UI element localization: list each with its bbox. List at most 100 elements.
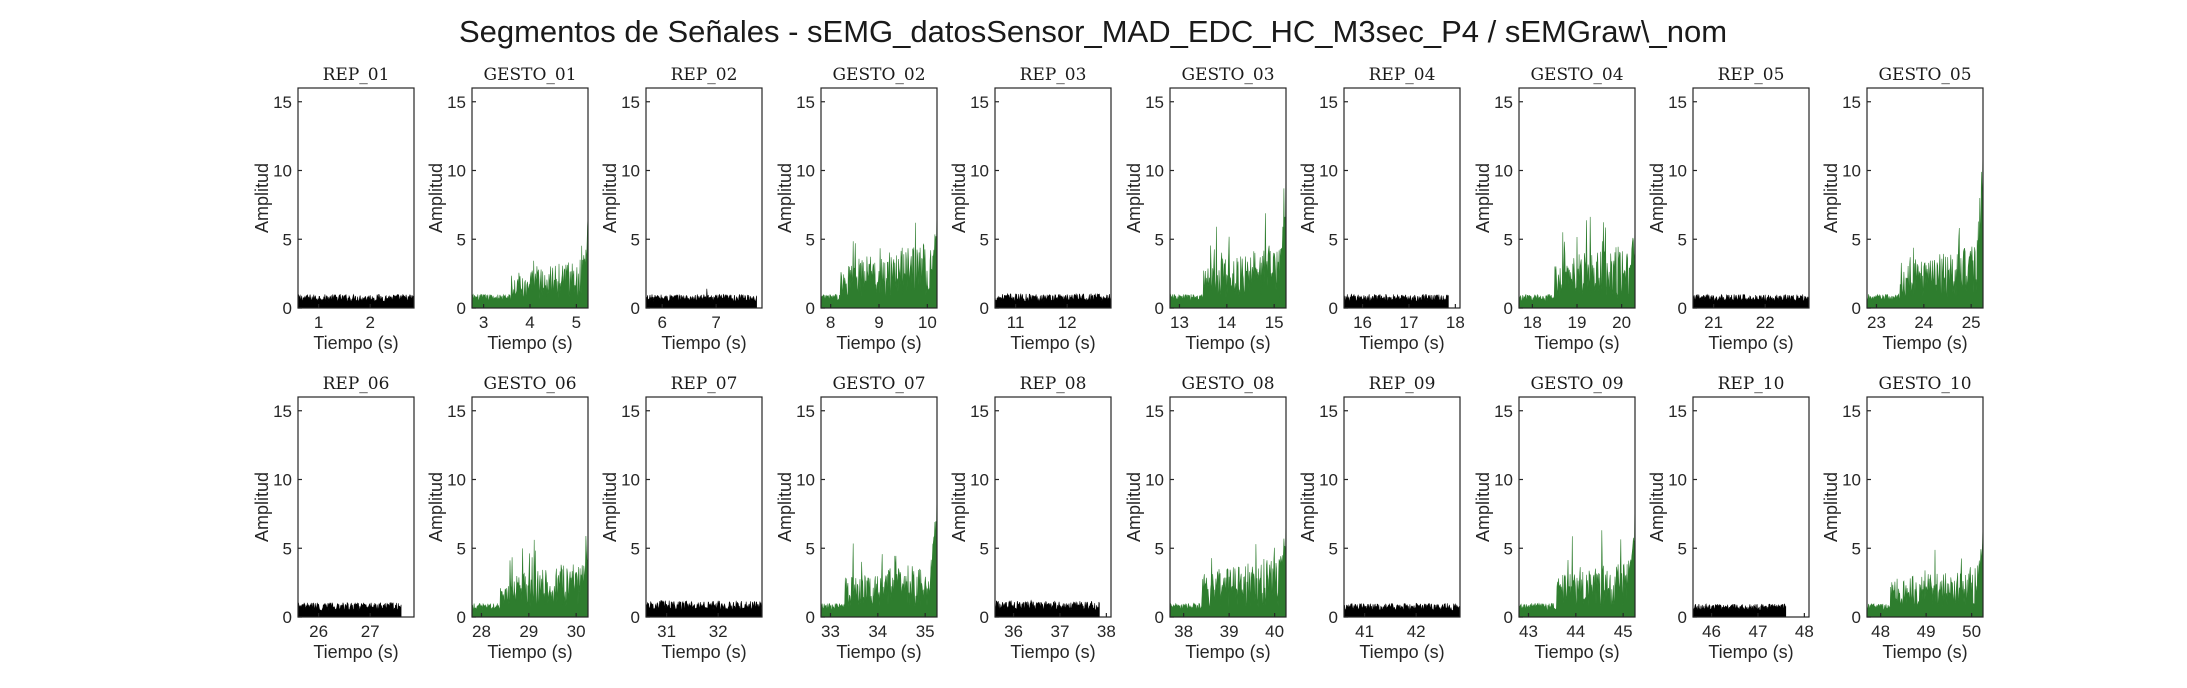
x-axis-label: Tiempo (s) (1882, 333, 1967, 353)
subplot-title: REP_01 (323, 65, 390, 85)
subplot-title: GESTO_08 (1181, 374, 1274, 394)
axes-frame (994, 396, 1112, 618)
y-axis-label: Amplitud (1473, 472, 1493, 542)
x-axis-label: Tiempo (s) (487, 642, 572, 662)
y-tick-label: 10 (1494, 471, 1513, 490)
y-tick-label: 5 (806, 230, 815, 249)
y-axis-label: Amplitud (252, 163, 272, 233)
signal-trace-rep-15 (994, 599, 1100, 618)
subplot-title: REP_06 (323, 374, 390, 394)
y-tick-label: 15 (1494, 93, 1513, 112)
axes-frame (297, 87, 415, 309)
y-tick-label: 0 (980, 608, 989, 627)
x-tick-label: 8 (826, 313, 835, 332)
y-tick-label: 5 (1678, 539, 1687, 558)
y-tick-label: 5 (1678, 230, 1687, 249)
signal-trace-gesto-04 (820, 206, 938, 309)
y-tick-label: 10 (796, 471, 815, 490)
x-tick-label: 9 (874, 313, 883, 332)
y-tick-label: 0 (1852, 608, 1861, 627)
x-tick-label: 1 (314, 313, 323, 332)
y-tick-label: 0 (1504, 299, 1513, 318)
x-tick-label: 42 (1407, 622, 1426, 641)
y-tick-label: 0 (457, 299, 466, 318)
y-tick-label: 15 (273, 93, 292, 112)
signal-trace-rep-09 (1692, 293, 1810, 309)
axes-frame (645, 396, 763, 618)
y-tick-label: 5 (1155, 230, 1164, 249)
y-tick-label: 0 (1678, 608, 1687, 627)
y-tick-label: 10 (273, 162, 292, 181)
x-axis-label: Tiempo (s) (1882, 642, 1967, 662)
y-tick-label: 15 (1145, 402, 1164, 421)
signal-trace-gesto-08 (1518, 216, 1636, 309)
x-tick-label: 39 (1220, 622, 1239, 641)
subplot-gesto-03: 0 5 10 15 13 14 15 GESTO_03 Tiempo (s) Amplitud (1124, 65, 1287, 353)
axes-frame (471, 396, 589, 618)
subplot-rep-08: 0 5 10 15 36 37 38 REP_08 Tiempo (s) Amplitud (949, 374, 1116, 662)
y-tick-label: 15 (273, 402, 292, 421)
x-tick-label: 10 (918, 313, 937, 332)
y-tick-label: 10 (796, 162, 815, 181)
x-tick-label: 16 (1353, 313, 1372, 332)
y-axis-label: Amplitud (1124, 472, 1144, 542)
x-axis-label: Tiempo (s) (1185, 642, 1270, 662)
axes-frame (1518, 396, 1636, 618)
y-tick-label: 15 (970, 402, 989, 421)
subplot-title: REP_02 (671, 65, 738, 85)
x-tick-label: 32 (709, 622, 728, 641)
x-tick-label: 7 (711, 313, 720, 332)
y-tick-label: 0 (283, 608, 292, 627)
axes-frame (1169, 396, 1287, 618)
axes-frame (1169, 87, 1287, 309)
x-tick-label: 3 (479, 313, 488, 332)
y-axis-label: Amplitud (252, 472, 272, 542)
y-axis-label: Amplitud (775, 472, 795, 542)
y-tick-label: 0 (1852, 299, 1861, 318)
axes-frame (994, 87, 1112, 309)
y-tick-label: 0 (457, 608, 466, 627)
y-tick-label: 10 (970, 471, 989, 490)
y-axis-label: Amplitud (426, 472, 446, 542)
x-tick-label: 37 (1050, 622, 1069, 641)
x-tick-label: 29 (519, 622, 538, 641)
subplot-rep-09: 0 5 10 15 41 42 REP_09 Tiempo (s) Amplitud (1298, 374, 1461, 662)
x-tick-label: 28 (472, 622, 491, 641)
y-tick-label: 0 (283, 299, 292, 318)
x-tick-label: 23 (1867, 313, 1886, 332)
x-axis-label: Tiempo (s) (1534, 333, 1619, 353)
y-tick-label: 5 (1329, 230, 1338, 249)
x-tick-label: 25 (1962, 313, 1981, 332)
y-tick-label: 0 (1678, 299, 1687, 318)
y-tick-label: 10 (447, 162, 466, 181)
x-tick-label: 38 (1097, 622, 1116, 641)
x-axis-label: Tiempo (s) (661, 642, 746, 662)
signal-trace-gesto-14 (820, 487, 938, 618)
y-axis-label: Amplitud (1821, 163, 1841, 233)
y-axis-label: Amplitud (1473, 163, 1493, 233)
y-tick-label: 5 (283, 230, 292, 249)
x-tick-label: 13 (1170, 313, 1189, 332)
x-tick-label: 34 (868, 622, 887, 641)
x-tick-label: 30 (567, 622, 586, 641)
y-tick-label: 15 (796, 93, 815, 112)
y-tick-label: 5 (980, 230, 989, 249)
subplot-rep-07: 0 5 10 15 31 32 REP_07 Tiempo (s) Amplitud (600, 374, 763, 662)
y-tick-label: 10 (1668, 162, 1687, 181)
y-tick-label: 10 (273, 471, 292, 490)
x-axis-label: Tiempo (s) (313, 333, 398, 353)
y-tick-label: 10 (1494, 162, 1513, 181)
y-tick-label: 15 (970, 93, 989, 112)
x-axis-label: Tiempo (s) (1534, 642, 1619, 662)
y-axis-label: Amplitud (949, 472, 969, 542)
y-tick-label: 5 (631, 539, 640, 558)
subplot-title: REP_07 (671, 374, 738, 394)
y-tick-label: 15 (1668, 93, 1687, 112)
x-tick-label: 35 (916, 622, 935, 641)
figure-suptitle: Segmentos de Señales - sEMG_datosSensor_… (459, 14, 1727, 49)
x-tick-label: 40 (1265, 622, 1284, 641)
x-axis-label: Tiempo (s) (1185, 333, 1270, 353)
y-tick-label: 5 (1329, 539, 1338, 558)
